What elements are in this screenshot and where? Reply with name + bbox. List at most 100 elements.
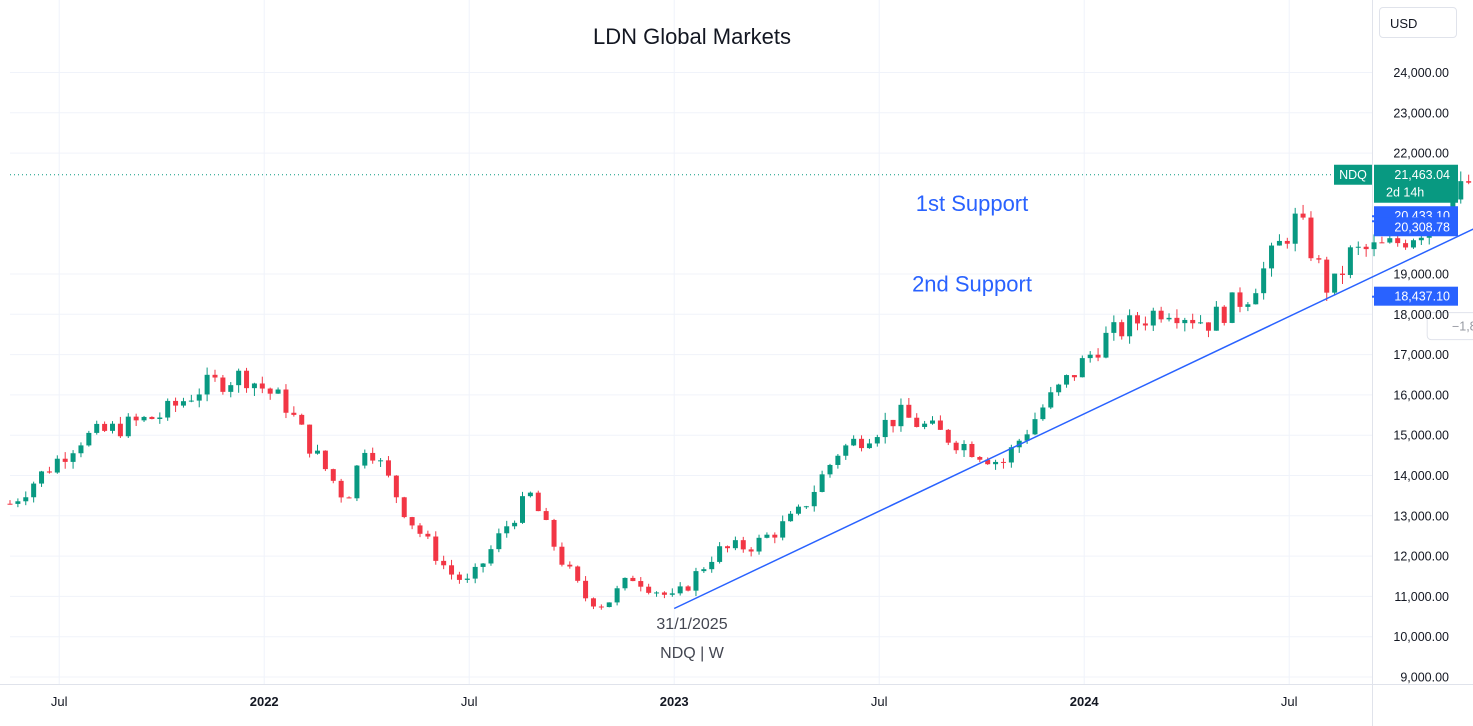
y-tick-label: 24,000.00 [1393, 66, 1449, 80]
candle-body [94, 423, 100, 433]
candle-body [1166, 317, 1172, 320]
y-tick-label: 18,000.00 [1393, 308, 1449, 322]
candle-body [362, 452, 368, 466]
candle-body [1253, 293, 1259, 305]
candle-body [740, 540, 746, 550]
candle-body [1269, 245, 1275, 269]
candle-body [110, 423, 115, 431]
candle-body [1395, 238, 1401, 244]
candle-body [914, 417, 920, 427]
candle-body [1403, 243, 1409, 248]
candle-body [315, 450, 320, 454]
candle-body [843, 445, 849, 456]
candle-body [275, 389, 281, 394]
candle-body [141, 416, 147, 421]
candle-body [795, 506, 801, 514]
candle-body [441, 560, 447, 566]
candle-body [259, 383, 265, 389]
candle-body [1182, 319, 1188, 324]
support-price-tag [1374, 217, 1458, 237]
candle-body [535, 492, 541, 512]
candle-body [922, 423, 928, 427]
candle-body [157, 417, 163, 420]
candle-body [732, 540, 738, 549]
candle-body [1316, 258, 1322, 260]
support-price-label: 18,437.10 [1394, 290, 1450, 304]
candle-body [165, 400, 171, 418]
candle-body [1300, 213, 1306, 218]
candle-body [835, 455, 841, 465]
candle-body [866, 443, 872, 449]
y-tick-label: 10,000.00 [1393, 630, 1449, 644]
candle-body [1040, 407, 1046, 420]
candle-body [1221, 306, 1227, 323]
candle-body [433, 536, 439, 561]
measure-label-box [1426, 312, 1473, 341]
candle-body [1150, 310, 1156, 326]
candle-body [449, 565, 455, 575]
candle-body [78, 445, 84, 454]
candle-body [930, 420, 935, 424]
candle-body [977, 457, 983, 460]
candle-body [322, 450, 328, 470]
x-tick-label: 2022 [250, 694, 279, 709]
candle-body [117, 423, 123, 437]
candle-body [1261, 268, 1267, 294]
candle-body [401, 497, 407, 518]
candle-body [567, 564, 573, 567]
candle-body [788, 513, 794, 522]
candle-body [125, 416, 131, 437]
candle-body [378, 460, 384, 462]
candle-body [7, 503, 13, 505]
candle-body [133, 416, 139, 421]
candle-body [1458, 181, 1464, 200]
candle-body [1347, 247, 1353, 275]
y-tick-label: 12,000.00 [1393, 550, 1449, 564]
candle-body [559, 546, 565, 565]
candle-body [709, 561, 715, 570]
candle-body [993, 461, 999, 465]
x-tick-label: Jul [1281, 694, 1298, 709]
candle-body [488, 549, 494, 564]
candle-body [1000, 461, 1006, 463]
candle-body [1198, 322, 1204, 324]
watermark-date: 31/1/2025 [656, 616, 727, 633]
candle-body [1324, 259, 1330, 293]
candle-body [1135, 315, 1140, 324]
candle-body [583, 580, 589, 599]
candle-body [54, 458, 60, 473]
candle-body [1466, 181, 1472, 183]
candle-body [527, 492, 533, 497]
candle-body [764, 534, 770, 538]
candle-body [39, 471, 45, 484]
candle-body [898, 404, 904, 427]
candle-body [393, 475, 399, 498]
candle-body [669, 593, 675, 595]
candle-body [551, 519, 557, 547]
candle-body [1087, 354, 1093, 359]
candle-body [1410, 240, 1416, 248]
candle-body [1355, 246, 1361, 248]
candle-body [1048, 392, 1054, 408]
x-tick-label: 2024 [1070, 694, 1100, 709]
candle-body [1387, 238, 1393, 243]
candle-body [1237, 292, 1243, 307]
candle-body [827, 464, 833, 475]
support-label: 1st Support [916, 191, 1029, 216]
candle-body [756, 537, 762, 552]
candle-body [953, 442, 959, 451]
y-tick-label: 19,000.00 [1393, 268, 1449, 282]
candle-body [1213, 306, 1219, 331]
currency-button[interactable]: USD [1379, 7, 1457, 38]
candle-body [23, 497, 29, 502]
candle-body [102, 423, 108, 431]
candle-body [1371, 242, 1377, 250]
candle-body [1245, 304, 1251, 307]
candle-body [851, 438, 857, 446]
candle-body [417, 525, 423, 534]
measure-label: −1,854.64 (−9.14%) −185,464 [1452, 320, 1473, 334]
x-tick-label: Jul [871, 694, 888, 709]
